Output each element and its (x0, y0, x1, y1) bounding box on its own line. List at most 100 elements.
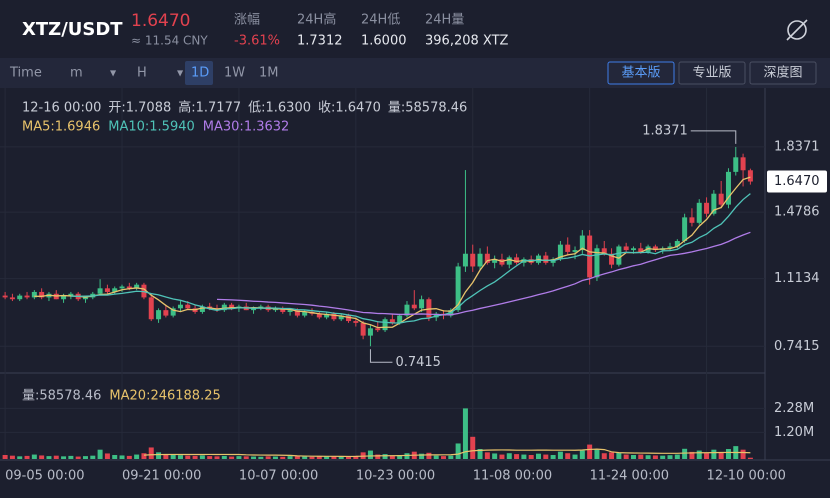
volume-bar (704, 453, 710, 459)
volume-bar (426, 452, 432, 459)
interval-button[interactable]: Time (9, 66, 42, 81)
candle-body (353, 321, 359, 323)
volume-bar (594, 449, 600, 459)
candle-body (68, 293, 74, 296)
min-label: 0.7415 (395, 355, 441, 370)
volume-bar (251, 456, 257, 459)
candle-body (623, 246, 629, 251)
volume-bar (550, 455, 556, 459)
volume-bar (24, 455, 30, 459)
volume-bar (499, 454, 505, 459)
candle-body (104, 288, 110, 292)
candle-body (506, 257, 512, 265)
volume-bar (462, 408, 468, 459)
volume-legend: MA20:246188.25 (109, 389, 220, 404)
volume-bar (535, 453, 541, 459)
volume-bar (689, 451, 695, 459)
volume-bar (302, 456, 308, 459)
candle-body (375, 328, 381, 331)
volume-bar (309, 456, 315, 459)
volume-bar (404, 453, 410, 459)
interval-button[interactable]: 1M (259, 66, 279, 81)
volume-bar (46, 456, 52, 459)
candle-body (346, 315, 352, 322)
candle-body (579, 235, 585, 251)
volume-bar (609, 452, 615, 459)
candle-body (134, 284, 140, 289)
view-button[interactable]: 专业版 (692, 66, 731, 81)
interval-button[interactable]: 1W (224, 66, 245, 81)
candle-body (557, 244, 563, 260)
cny-price: ≈ 11.54 CNY (131, 34, 208, 48)
candle-body (733, 157, 739, 172)
volume-bar (477, 449, 483, 459)
volume-bar (448, 455, 454, 459)
volume-bar (134, 454, 140, 459)
x-tick-label: 09-21 00:00 (122, 469, 201, 484)
volume-bar (375, 454, 381, 459)
view-button[interactable]: 基本版 (621, 66, 660, 81)
candle-body (514, 257, 520, 263)
view-button-bg[interactable] (678, 61, 746, 85)
dropdown-arrow: ▼ (177, 69, 184, 78)
volume-bar (353, 455, 359, 459)
view-button-bg[interactable] (749, 61, 817, 85)
volume-bar (53, 455, 59, 459)
candle-body (331, 313, 337, 320)
volume-bar (718, 452, 724, 459)
candle-body (630, 248, 636, 251)
volume-bar (572, 454, 578, 459)
candle-info: 量:58578.46 (388, 101, 467, 116)
volume-bar (272, 456, 278, 459)
stat-value: 396,208 XTZ (425, 34, 509, 49)
candle-body (426, 299, 432, 318)
x-tick-label: 10-23 00:00 (356, 469, 435, 484)
volume-bar (725, 449, 731, 459)
candle-info: 开:1.7088 (108, 101, 171, 116)
stat-label: 24H低 (361, 13, 400, 28)
candle-body (543, 255, 549, 263)
volume-bar (338, 456, 344, 459)
volume-bar (514, 454, 520, 459)
candle-body (338, 315, 344, 320)
candle-body (163, 310, 169, 316)
volume-bar (207, 456, 213, 459)
candle-body (419, 299, 425, 309)
view-button-bg[interactable] (607, 61, 675, 85)
interval-button[interactable]: 1D (191, 66, 209, 81)
candle-body (199, 306, 205, 312)
candle-body (609, 253, 615, 265)
candle-body (287, 310, 293, 312)
volume-bar (528, 455, 534, 459)
stat-value: 1.7312 (297, 34, 343, 49)
stat-value: -3.61% (234, 34, 280, 49)
volume-bar (543, 454, 549, 459)
ma-line (70, 193, 751, 324)
volume-bar (674, 454, 680, 459)
volume-bar (455, 443, 461, 459)
interval-button[interactable]: H (137, 66, 147, 81)
settings-icon[interactable] (786, 19, 808, 41)
volume-bar (441, 456, 447, 459)
volume-bar (579, 450, 585, 459)
volume-legend: 量:58578.46 (22, 389, 101, 404)
stat-label: 24H量 (425, 13, 464, 28)
candle-info: 收:1.6470 (318, 101, 381, 116)
x-tick-label: 12-10 00:00 (707, 469, 786, 484)
candle-body (711, 193, 717, 214)
x-tick-label: 10-07 00:00 (239, 469, 318, 484)
candle-body (470, 253, 476, 267)
volume-bar (163, 454, 169, 459)
candle-body (652, 246, 658, 251)
y-tick-label: 1.1134 (774, 271, 820, 286)
volume-bar (660, 455, 666, 459)
interval-button[interactable]: m (70, 66, 83, 81)
volume-bar (557, 451, 563, 459)
candle-body (477, 253, 483, 267)
volume-bar (9, 455, 15, 459)
volume-bar (667, 455, 673, 459)
view-button[interactable]: 深度图 (763, 65, 802, 81)
volume-bar (258, 456, 264, 459)
volume-bar (389, 455, 395, 459)
